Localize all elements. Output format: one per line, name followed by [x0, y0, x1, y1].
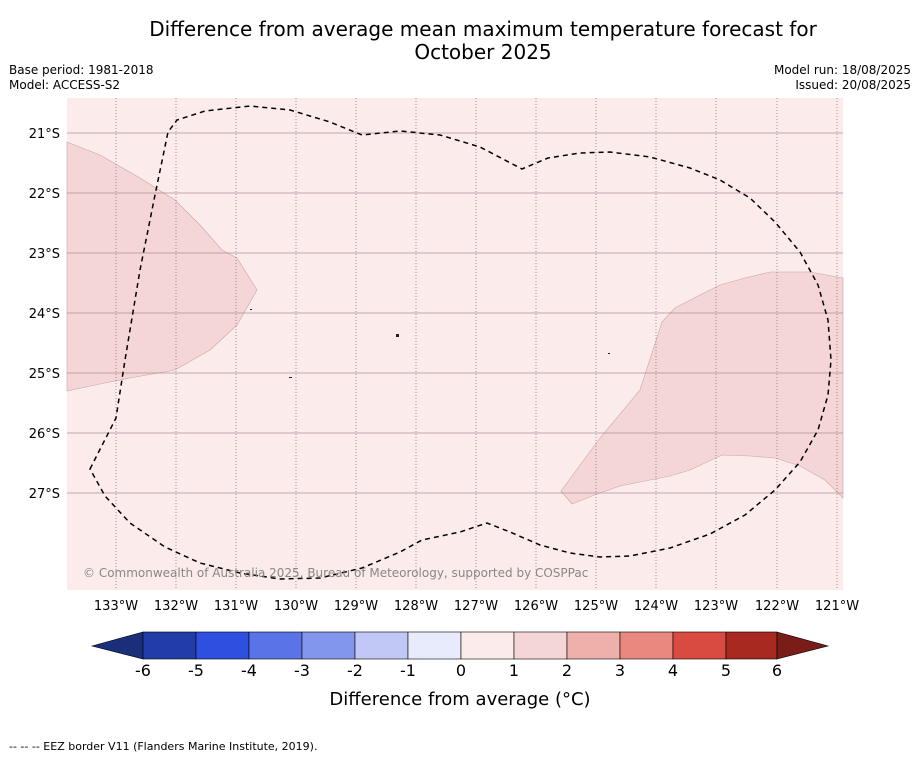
colorbar-bin	[354, 631, 409, 660]
colorbar-tick: 3	[615, 661, 625, 680]
title-line-1: Difference from average mean maximum tem…	[149, 17, 817, 41]
colorbar-bin	[513, 631, 568, 660]
colorbar-tick: 0	[456, 661, 466, 680]
colorbar-tick: 5	[721, 661, 731, 680]
lat-label: 22°S	[29, 187, 60, 202]
lon-label: 121°W	[815, 599, 859, 614]
lat-label: 26°S	[29, 427, 60, 442]
graticule	[115, 98, 838, 590]
colorbar-tick: 4	[668, 661, 678, 680]
lon-label: 132°W	[154, 599, 198, 614]
colorbar-tick: -1	[400, 661, 416, 680]
model-name: Model: ACCESS-S2	[9, 78, 121, 92]
base-period: Base period: 1981-2018	[9, 63, 154, 77]
colorbar-bin	[195, 631, 250, 660]
colorbar-bin	[566, 631, 621, 660]
lon-label: 124°W	[634, 599, 678, 614]
lat-label: 27°S	[29, 487, 60, 502]
map-title: Difference from average mean maximum tem…	[0, 18, 919, 64]
lat-label: 25°S	[29, 367, 60, 382]
colorbar-bin	[407, 631, 462, 660]
colorbar-tick: -4	[241, 661, 257, 680]
latitude-labels: 21°S 22°S 23°S 24°S 25°S 26°S 27°S	[29, 127, 60, 502]
colorbar-bin	[248, 631, 303, 660]
longitude-labels: 133°W 132°W 131°W 130°W 129°W 128°W 127°…	[94, 599, 859, 614]
lon-label: 131°W	[214, 599, 258, 614]
colorbar-tick: 2	[562, 661, 572, 680]
title-line-2: October 2025	[414, 40, 552, 64]
lat-label: 21°S	[29, 127, 60, 142]
colorbar-bin	[460, 631, 515, 660]
colorbar-ticks: -6 -5 -4 -3 -2 -1 0 1 2 3 4 5 6	[135, 661, 782, 680]
model-run: Model run: 18/08/2025	[773, 63, 911, 77]
anomaly-region-west	[66, 141, 258, 392]
colorbar-tick: -3	[294, 661, 310, 680]
colorbar-tick: 1	[509, 661, 519, 680]
lon-label: 126°W	[514, 599, 558, 614]
issued-date: Issued: 20/08/2025	[795, 78, 911, 92]
graticule-lat	[67, 132, 843, 494]
islands	[250, 309, 610, 378]
colorbar-label: Difference from average (°C)	[329, 689, 590, 710]
anomaly-region-east	[560, 271, 844, 505]
meta-left: Base period: 1981-2018 Model: ACCESS-S2	[9, 63, 154, 93]
colorbar-tick: -6	[135, 661, 151, 680]
colorbar-bin	[725, 631, 778, 660]
colorbar-tick: 6	[772, 661, 782, 680]
colorbar-under-arrow	[90, 631, 144, 660]
lon-label: 130°W	[274, 599, 318, 614]
colorbar-bin	[619, 631, 674, 660]
meta-right: Model run: 18/08/2025 Issued: 20/08/2025	[774, 63, 911, 93]
lon-label: 133°W	[94, 599, 138, 614]
lon-label: 125°W	[574, 599, 618, 614]
colorbar-over-arrow	[776, 631, 830, 660]
colorbar	[90, 631, 830, 660]
eez-footnote: -- -- -- EEZ border V11 (Flanders Marine…	[9, 740, 318, 753]
eez-border	[89, 105, 832, 580]
lat-label: 24°S	[29, 307, 60, 322]
lon-label: 127°W	[454, 599, 498, 614]
colorbar-bin	[672, 631, 727, 660]
lon-label: 128°W	[394, 599, 438, 614]
lon-label: 129°W	[334, 599, 378, 614]
colorbar-bin	[301, 631, 356, 660]
colorbar-tick: -5	[188, 661, 204, 680]
colorbar-bin	[142, 631, 197, 660]
colorbar-tick: -2	[347, 661, 363, 680]
lon-label: 123°W	[694, 599, 738, 614]
lat-label: 23°S	[29, 247, 60, 262]
lon-label: 122°W	[755, 599, 799, 614]
copyright-notice: © Commonwealth of Australia 2025, Bureau…	[83, 566, 588, 580]
